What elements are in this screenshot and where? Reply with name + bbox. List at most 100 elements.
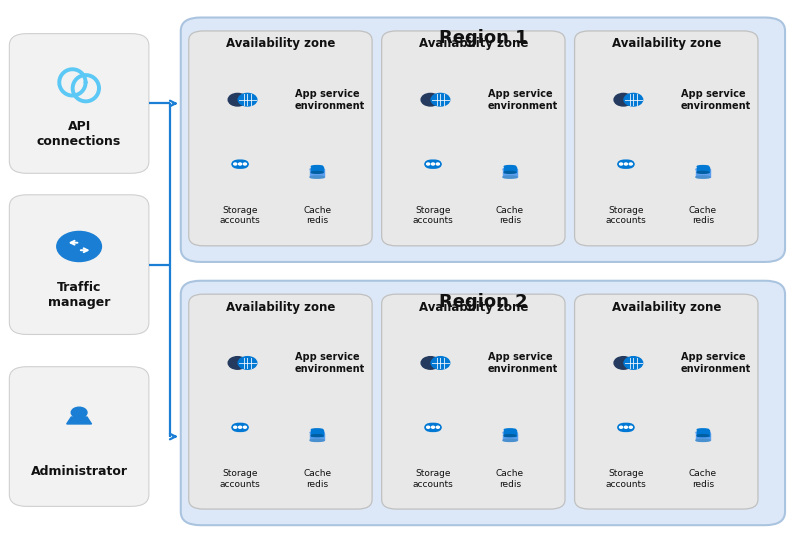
FancyBboxPatch shape	[10, 195, 149, 334]
FancyBboxPatch shape	[231, 159, 249, 169]
Circle shape	[624, 356, 642, 369]
Polygon shape	[696, 433, 710, 440]
Circle shape	[614, 93, 633, 106]
Text: Storage
accounts: Storage accounts	[413, 469, 454, 489]
Ellipse shape	[310, 431, 324, 434]
Text: Storage
accounts: Storage accounts	[606, 469, 646, 489]
Polygon shape	[310, 433, 324, 440]
FancyBboxPatch shape	[231, 423, 249, 432]
Ellipse shape	[503, 176, 517, 178]
Ellipse shape	[698, 429, 709, 431]
Polygon shape	[504, 430, 516, 436]
Text: Availability zone: Availability zone	[418, 37, 528, 50]
Ellipse shape	[504, 429, 516, 431]
Ellipse shape	[310, 176, 324, 178]
Ellipse shape	[696, 176, 710, 178]
Ellipse shape	[696, 431, 710, 434]
Circle shape	[243, 163, 246, 165]
FancyBboxPatch shape	[181, 281, 785, 525]
Circle shape	[431, 356, 450, 369]
Polygon shape	[504, 166, 516, 172]
Ellipse shape	[698, 171, 709, 173]
Circle shape	[436, 163, 439, 165]
Polygon shape	[311, 166, 323, 172]
Polygon shape	[310, 170, 324, 177]
FancyBboxPatch shape	[10, 367, 149, 507]
Text: Region 2: Region 2	[438, 293, 527, 310]
Polygon shape	[503, 170, 517, 177]
FancyBboxPatch shape	[574, 294, 758, 509]
Circle shape	[436, 426, 439, 428]
Text: Availability zone: Availability zone	[226, 37, 335, 50]
Polygon shape	[66, 417, 91, 424]
Text: App service
environment: App service environment	[295, 89, 366, 111]
FancyBboxPatch shape	[424, 159, 442, 169]
Text: API
connections: API connections	[37, 120, 122, 148]
Circle shape	[234, 426, 237, 428]
Text: App service
environment: App service environment	[488, 352, 558, 374]
Circle shape	[234, 163, 237, 165]
FancyBboxPatch shape	[382, 294, 565, 509]
Text: Storage
accounts: Storage accounts	[220, 469, 261, 489]
Ellipse shape	[504, 166, 516, 167]
Ellipse shape	[698, 435, 709, 436]
Polygon shape	[311, 430, 323, 436]
Circle shape	[238, 163, 242, 165]
Circle shape	[625, 163, 627, 165]
Text: Cache
redis: Cache redis	[303, 469, 331, 489]
Circle shape	[630, 163, 632, 165]
Circle shape	[431, 163, 434, 165]
Ellipse shape	[310, 439, 324, 441]
Text: App service
environment: App service environment	[681, 89, 751, 111]
Text: Administrator: Administrator	[30, 465, 128, 478]
Circle shape	[238, 426, 242, 428]
Ellipse shape	[504, 171, 516, 173]
Circle shape	[624, 93, 642, 106]
Text: Cache
redis: Cache redis	[689, 469, 717, 489]
Circle shape	[619, 163, 622, 165]
Circle shape	[421, 356, 440, 369]
Ellipse shape	[503, 439, 517, 441]
Circle shape	[614, 356, 633, 369]
Polygon shape	[696, 170, 710, 177]
Circle shape	[431, 93, 450, 106]
Polygon shape	[698, 166, 709, 172]
FancyBboxPatch shape	[617, 159, 635, 169]
Circle shape	[431, 426, 434, 428]
Polygon shape	[503, 433, 517, 440]
FancyBboxPatch shape	[382, 31, 565, 246]
Circle shape	[238, 356, 257, 369]
Circle shape	[421, 93, 440, 106]
FancyBboxPatch shape	[10, 33, 149, 173]
FancyBboxPatch shape	[617, 423, 635, 432]
Circle shape	[57, 232, 102, 261]
Text: Cache
redis: Cache redis	[689, 206, 717, 225]
FancyBboxPatch shape	[189, 31, 372, 246]
Circle shape	[228, 93, 247, 106]
Text: Cache
redis: Cache redis	[496, 469, 524, 489]
Ellipse shape	[696, 439, 710, 441]
FancyBboxPatch shape	[574, 31, 758, 246]
FancyBboxPatch shape	[189, 294, 372, 509]
Polygon shape	[698, 430, 709, 436]
Circle shape	[426, 163, 430, 165]
Ellipse shape	[311, 166, 323, 167]
Circle shape	[625, 426, 627, 428]
Ellipse shape	[311, 429, 323, 431]
Circle shape	[71, 407, 87, 418]
Circle shape	[426, 426, 430, 428]
FancyBboxPatch shape	[424, 423, 442, 432]
Ellipse shape	[311, 435, 323, 436]
Ellipse shape	[696, 168, 710, 171]
Text: Region 1: Region 1	[438, 29, 527, 48]
Circle shape	[238, 93, 257, 106]
Ellipse shape	[310, 168, 324, 171]
Text: Availability zone: Availability zone	[611, 301, 721, 314]
Ellipse shape	[503, 431, 517, 434]
Text: Storage
accounts: Storage accounts	[413, 206, 454, 225]
Ellipse shape	[311, 171, 323, 173]
Text: Storage
accounts: Storage accounts	[220, 206, 261, 225]
Text: Storage
accounts: Storage accounts	[606, 206, 646, 225]
Text: Cache
redis: Cache redis	[303, 206, 331, 225]
Ellipse shape	[698, 166, 709, 167]
